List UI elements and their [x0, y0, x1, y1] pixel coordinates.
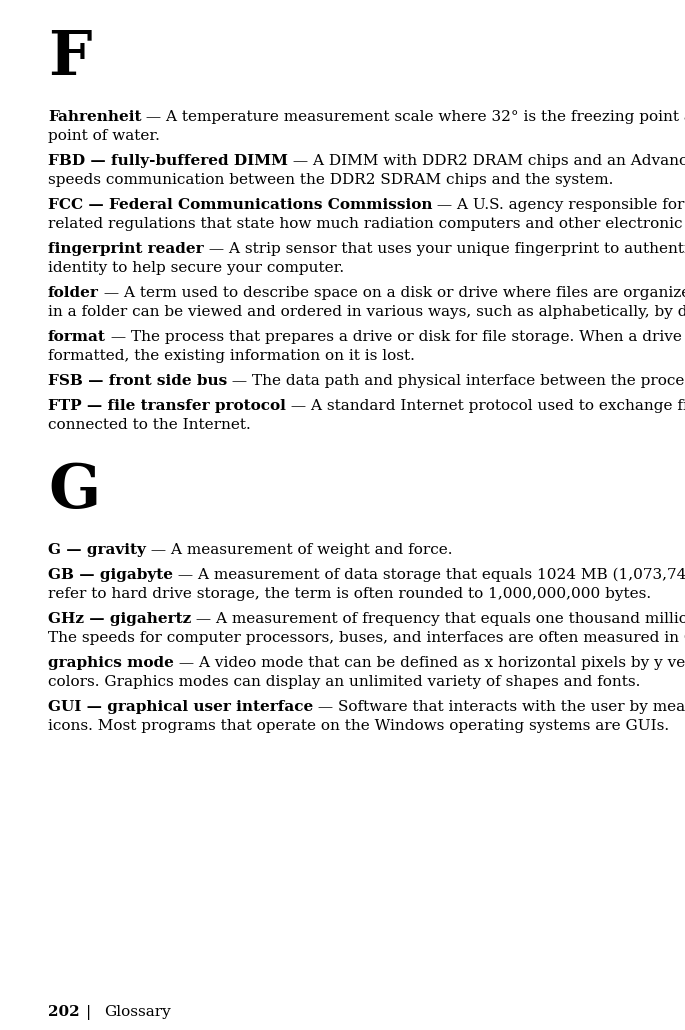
Text: — A measurement of data storage that equals 1024 MB (1,073,741,824 bytes). When : — A measurement of data storage that equ…	[173, 568, 685, 582]
Text: FCC — Federal Communications Commission: FCC — Federal Communications Commission	[48, 198, 432, 212]
Text: Glossary: Glossary	[104, 1005, 171, 1019]
Text: The speeds for computer processors, buses, and interfaces are often measured in : The speeds for computer processors, buse…	[48, 631, 685, 645]
Text: F: F	[48, 28, 91, 88]
Text: refer to hard drive storage, the term is often rounded to 1,000,000,000 bytes.: refer to hard drive storage, the term is…	[48, 587, 651, 600]
Text: point of water.: point of water.	[48, 129, 160, 143]
Text: FTP — file transfer protocol: FTP — file transfer protocol	[48, 399, 286, 413]
Text: FSB — front side bus: FSB — front side bus	[48, 374, 227, 388]
Text: GUI — graphical user interface: GUI — graphical user interface	[48, 700, 313, 714]
Text: — A strip sensor that uses your unique fingerprint to authenticate your user: — A strip sensor that uses your unique f…	[203, 242, 685, 256]
Text: — A DIMM with DDR2 DRAM chips and an Advanced Memory Buffer (AMB) that: — A DIMM with DDR2 DRAM chips and an Adv…	[288, 154, 685, 168]
Text: |: |	[86, 1005, 91, 1020]
Text: — A measurement of frequency that equals one thousand million Hz, or one thousan: — A measurement of frequency that equals…	[191, 612, 685, 626]
Text: G — gravity: G — gravity	[48, 543, 146, 557]
Text: — A measurement of weight and force.: — A measurement of weight and force.	[146, 543, 452, 557]
Text: folder: folder	[48, 286, 99, 300]
Text: — The data path and physical interface between the processor and RAM.: — The data path and physical interface b…	[227, 374, 685, 388]
Text: FBD — fully-buffered DIMM: FBD — fully-buffered DIMM	[48, 154, 288, 168]
Text: GHz — gigahertz: GHz — gigahertz	[48, 612, 191, 626]
Text: — A standard Internet protocol used to exchange files between computers: — A standard Internet protocol used to e…	[286, 399, 685, 413]
Text: GB — gigabyte: GB — gigabyte	[48, 568, 173, 582]
Text: formatted, the existing information on it is lost.: formatted, the existing information on i…	[48, 349, 415, 363]
Text: format: format	[48, 330, 106, 344]
Text: — A term used to describe space on a disk or drive where files are organized and: — A term used to describe space on a dis…	[99, 286, 685, 300]
Text: icons. Most programs that operate on the Windows operating systems are GUIs.: icons. Most programs that operate on the…	[48, 719, 669, 733]
Text: Fahrenheit: Fahrenheit	[48, 110, 142, 124]
Text: — Software that interacts with the user by means of menus, windows, and: — Software that interacts with the user …	[313, 700, 685, 714]
Text: graphics mode: graphics mode	[48, 656, 174, 670]
Text: speeds communication between the DDR2 SDRAM chips and the system.: speeds communication between the DDR2 SD…	[48, 173, 613, 187]
Text: in a folder can be viewed and ordered in various ways, such as alphabetically, b: in a folder can be viewed and ordered in…	[48, 305, 685, 319]
Text: — A video mode that can be defined as x horizontal pixels by y vertical pixels b: — A video mode that can be defined as x …	[174, 656, 685, 670]
Text: 202: 202	[48, 1005, 79, 1019]
Text: — A temperature measurement scale where 32° is the freezing point and 212° is th: — A temperature measurement scale where …	[142, 110, 685, 124]
Text: colors. Graphics modes can display an unlimited variety of shapes and fonts.: colors. Graphics modes can display an un…	[48, 675, 640, 689]
Text: connected to the Internet.: connected to the Internet.	[48, 418, 251, 432]
Text: related regulations that state how much radiation computers and other electronic: related regulations that state how much …	[48, 217, 685, 231]
Text: — A U.S. agency responsible for enforcing communications-: — A U.S. agency responsible for enforcin…	[432, 198, 685, 212]
Text: — The process that prepares a drive or disk for file storage. When a drive or di: — The process that prepares a drive or d…	[106, 330, 685, 344]
Text: identity to help secure your computer.: identity to help secure your computer.	[48, 261, 344, 275]
Text: G: G	[48, 461, 100, 521]
Text: fingerprint reader: fingerprint reader	[48, 242, 203, 256]
